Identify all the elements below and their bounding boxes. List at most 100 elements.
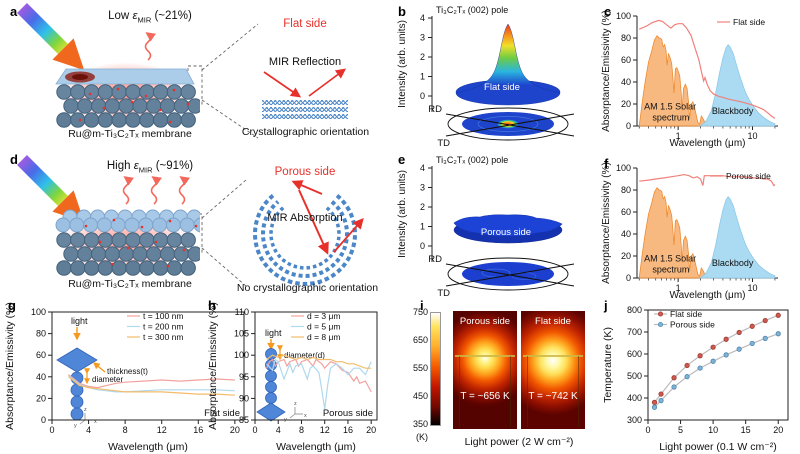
thermal-map-flat: Flat side T = ~742 K [521,311,585,429]
membrane-flat-graphic [55,68,200,128]
absorption-arrow-3 [333,217,364,253]
thickness-label: thickness(t) [107,367,148,376]
svg-text:40: 40 [36,372,46,382]
sphere-icon [70,395,84,409]
svg-text:z: z [84,407,87,413]
emissivity-pre: High [106,160,134,172]
callout-line-bottom [201,247,247,287]
svg-text:z: z [294,401,297,407]
svg-text:20: 20 [621,99,631,109]
epsilon-symbol: ε [132,10,138,22]
svg-text:t = 200 nm: t = 200 nm [143,322,183,332]
simulation-chart-flat: light thickness(t) diameter x z y 0 4 8 12 16 2… [4,302,245,453]
svg-text:105: 105 [234,329,249,339]
svg-text:spectrum: spectrum [652,113,689,123]
svg-text:8: 8 [123,425,128,435]
container-wall-right [509,356,511,427]
crystal-layer-2 [262,107,348,112]
panel-letter-b: b [398,4,406,19]
emissivity-pre: Low [108,10,133,22]
svg-text:16: 16 [193,425,203,435]
porous-shell-outer [253,193,357,286]
emissivity-label-flat: Low εMIR (~21%) [85,10,215,24]
svg-text:110: 110 [235,307,249,317]
td-label: TD [437,288,450,299]
sphere-icon [265,370,277,382]
svg-text:700: 700 [627,327,642,337]
mir-absorption-label: MIR Absorption [267,212,343,224]
membrane-plate-icon [256,402,286,422]
emissivity-value: (~21%) [151,10,192,22]
panel-letter-h: h [208,298,216,313]
simulation-inset-flat: light thickness(t) diameter x z y [56,316,148,429]
crystal-layer-3 [262,114,348,119]
panel-letter-d: d [10,152,18,167]
light-label: light [265,328,282,338]
svg-text:10: 10 [708,425,718,435]
svg-text:Wavelength (μm): Wavelength (μm) [276,441,356,453]
svg-text:0: 0 [626,121,631,131]
membrane-porous-graphic [55,209,200,276]
y-ticks: 0 1 2 3 4 [420,13,432,101]
radiation-wave-icon-2 [150,176,162,205]
panel-letter-c: c [604,4,612,19]
porous-side-title: Porous side [274,166,336,178]
y-axis-label: Intensity (arb. units) [397,170,408,258]
svg-text:2: 2 [420,52,425,62]
svg-text:4: 4 [276,425,281,435]
svg-text:Porous side: Porous side [726,171,771,181]
svg-text:4: 4 [86,425,91,435]
container-wall-left [527,356,529,427]
svg-text:0: 0 [420,241,425,251]
svg-text:600: 600 [627,349,642,359]
svg-text:40: 40 [621,77,631,87]
temperature-power-chart: 0 5 10 15 20 300 400 500 600 700 800 Flat sidePorou… [602,305,789,453]
svg-text:800: 800 [627,305,642,315]
callout-line-top [201,179,247,219]
simulation-chart-porous: light diameter(d) xzy 0 4 8 12 16 20859095100… [207,302,378,453]
svg-text:d = 8 μm: d = 8 μm [307,332,340,342]
no-crystallographic-caption: No crystallographic orientation [236,282,379,294]
svg-text:5: 5 [678,425,683,435]
svg-text:100: 100 [616,163,631,173]
pole-title: Ti₃C₂Tₓ (002) pole [436,5,508,15]
membrane-plate-icon [56,347,98,373]
svg-text:60: 60 [621,207,631,217]
svg-text:0: 0 [645,425,650,435]
container-wall-left [459,356,461,427]
diameter-label: diameter [92,375,123,384]
thickness-arrow-icon [92,362,106,373]
svg-text:0: 0 [49,425,54,435]
sphere-icon [265,348,277,360]
colorbar-tick-750: 750 [412,307,428,317]
svg-text:4: 4 [420,13,425,23]
sphere-icon [265,392,277,404]
svg-text:2: 2 [420,202,425,212]
callout-line-bottom [201,99,259,139]
svg-text:20: 20 [36,393,46,403]
svg-text:AM 1.5 Solar: AM 1.5 Solar [644,254,696,264]
svg-text:d = 3 μm: d = 3 μm [307,311,340,321]
svg-text:60: 60 [36,350,46,360]
mir-incident-arrow [263,71,302,98]
svg-text:Light power (0.1 W cm⁻²): Light power (0.1 W cm⁻²) [659,441,777,453]
svg-text:Absorptance/Emissivity (%): Absorptance/Emissivity (%) [601,162,612,284]
svg-text:100: 100 [31,307,46,317]
panel-letter-j: j [604,298,608,313]
svg-text:10: 10 [748,131,758,141]
svg-text:3: 3 [420,183,425,193]
rd-label: RD [428,104,442,115]
y-ticks: 0 1 2 3 4 [420,163,432,251]
svg-text:80: 80 [621,185,631,195]
membrane-label-porous: Ru@m-Ti₃C₂Tₓ membrane [68,278,192,290]
absorption-arrow-2 [298,189,329,255]
colorbar-tick-550: 550 [412,363,428,373]
svg-text:x: x [304,413,307,419]
rd-label: RD [428,254,442,265]
laser-hotspot-core [72,74,88,80]
svg-text:Temperature (K): Temperature (K) [602,327,614,403]
svg-text:15: 15 [741,425,751,435]
